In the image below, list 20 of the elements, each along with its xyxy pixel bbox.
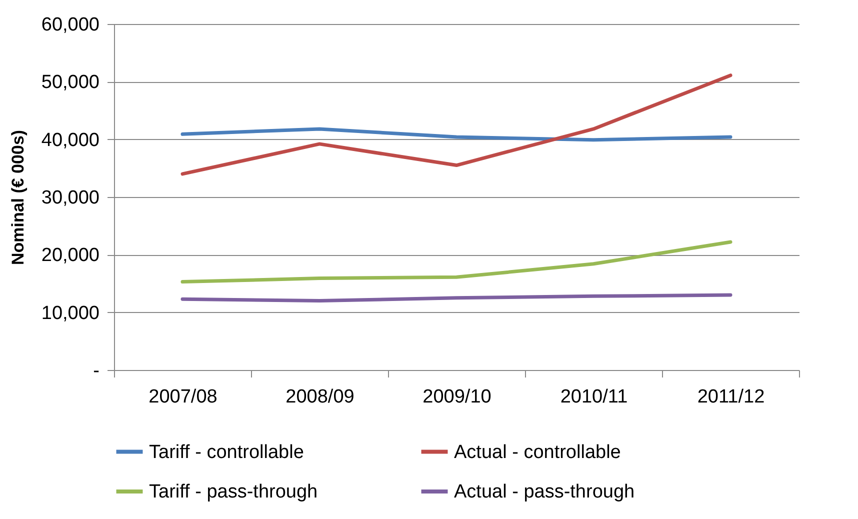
x-tick-label: 2007/08 xyxy=(148,386,218,408)
legend-label: Actual - pass-through xyxy=(454,482,635,502)
y-tick-label: 40,000 xyxy=(41,130,100,151)
x-tick-label: 2010/11 xyxy=(560,386,628,408)
line-series xyxy=(180,240,732,284)
legend-label: Actual - controllable xyxy=(454,442,621,463)
line-series xyxy=(180,74,732,176)
y-tick-label: 10,000 xyxy=(41,302,100,324)
y-tick-label: - xyxy=(93,360,100,382)
y-tick-label: 60,000 xyxy=(41,14,100,36)
y-tick-label: 50,000 xyxy=(41,72,100,94)
x-tick-label: 2009/10 xyxy=(422,386,492,408)
y-axis-title: Nominal (€ 000s) xyxy=(8,130,28,266)
y-tick-label: 20,000 xyxy=(41,245,100,266)
x-tick-label: 2011/12 xyxy=(697,386,765,408)
y-tick-label: 30,000 xyxy=(41,188,100,208)
legend-label: Tariff - controllable xyxy=(149,442,304,463)
legend-label: Tariff - pass-through xyxy=(149,482,318,502)
line-series xyxy=(180,127,732,142)
x-tick-label: 2008/09 xyxy=(286,386,354,408)
